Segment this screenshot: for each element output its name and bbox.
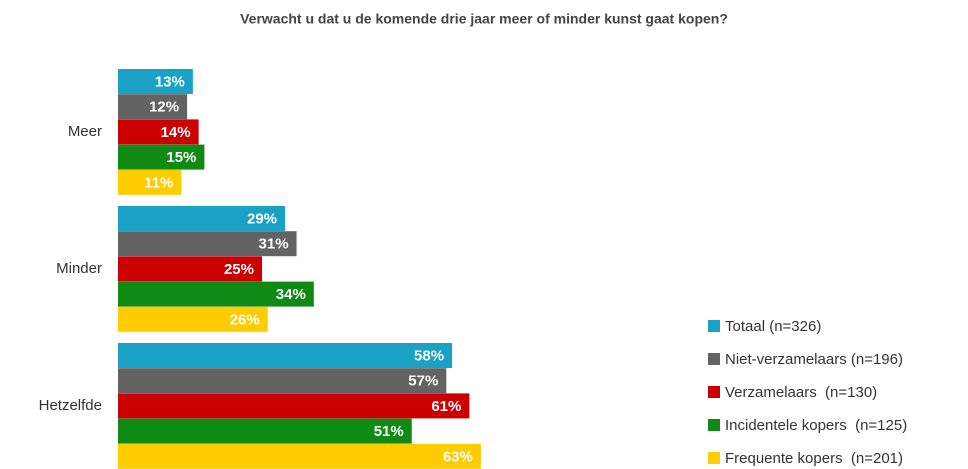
value-label: 51% — [374, 423, 404, 440]
category-label: Minder — [56, 260, 102, 277]
bar — [118, 393, 470, 419]
bar — [118, 69, 193, 94]
value-label: 12% — [149, 99, 179, 116]
value-label: 57% — [408, 373, 438, 390]
legend-swatch — [708, 386, 720, 398]
legend-label: Incidentele kopers (n=125) — [725, 417, 907, 434]
value-label: 34% — [276, 286, 306, 303]
value-label: 61% — [431, 398, 461, 415]
bar — [118, 256, 262, 282]
value-label: 14% — [161, 124, 191, 141]
legend-label: Frequente kopers (n=201) — [725, 450, 903, 467]
bar — [118, 281, 314, 307]
bar — [118, 443, 481, 469]
category-label: Meer — [68, 123, 102, 140]
legend-label: Verzamelaars (n=130) — [725, 384, 877, 401]
bar — [118, 418, 412, 444]
value-label: 63% — [443, 448, 473, 465]
legend-label: Niet-verzamelaars (n=196) — [725, 351, 903, 368]
legend-swatch — [708, 353, 720, 365]
bar — [118, 169, 182, 195]
bar — [118, 368, 447, 394]
bar — [118, 94, 188, 120]
legend-swatch — [708, 419, 720, 431]
legend-swatch — [708, 320, 720, 332]
legend-swatch — [708, 452, 720, 464]
bar — [118, 343, 453, 368]
legend-label: Totaal (n=326) — [725, 318, 821, 335]
bar — [118, 306, 268, 332]
chart-title: Verwacht u dat u de komende drie jaar me… — [240, 11, 728, 27]
bar — [118, 144, 205, 170]
value-label: 25% — [224, 261, 254, 278]
value-label: 26% — [230, 311, 260, 328]
value-label: 15% — [166, 149, 196, 166]
category-label: Hetzelfde — [39, 397, 102, 414]
bar — [118, 119, 199, 145]
value-label: 58% — [414, 347, 444, 364]
value-label: 31% — [259, 236, 289, 253]
value-label: 29% — [247, 210, 277, 227]
value-label: 11% — [144, 174, 173, 191]
bar — [118, 231, 297, 257]
bar — [118, 206, 286, 231]
value-label: 13% — [155, 73, 185, 90]
